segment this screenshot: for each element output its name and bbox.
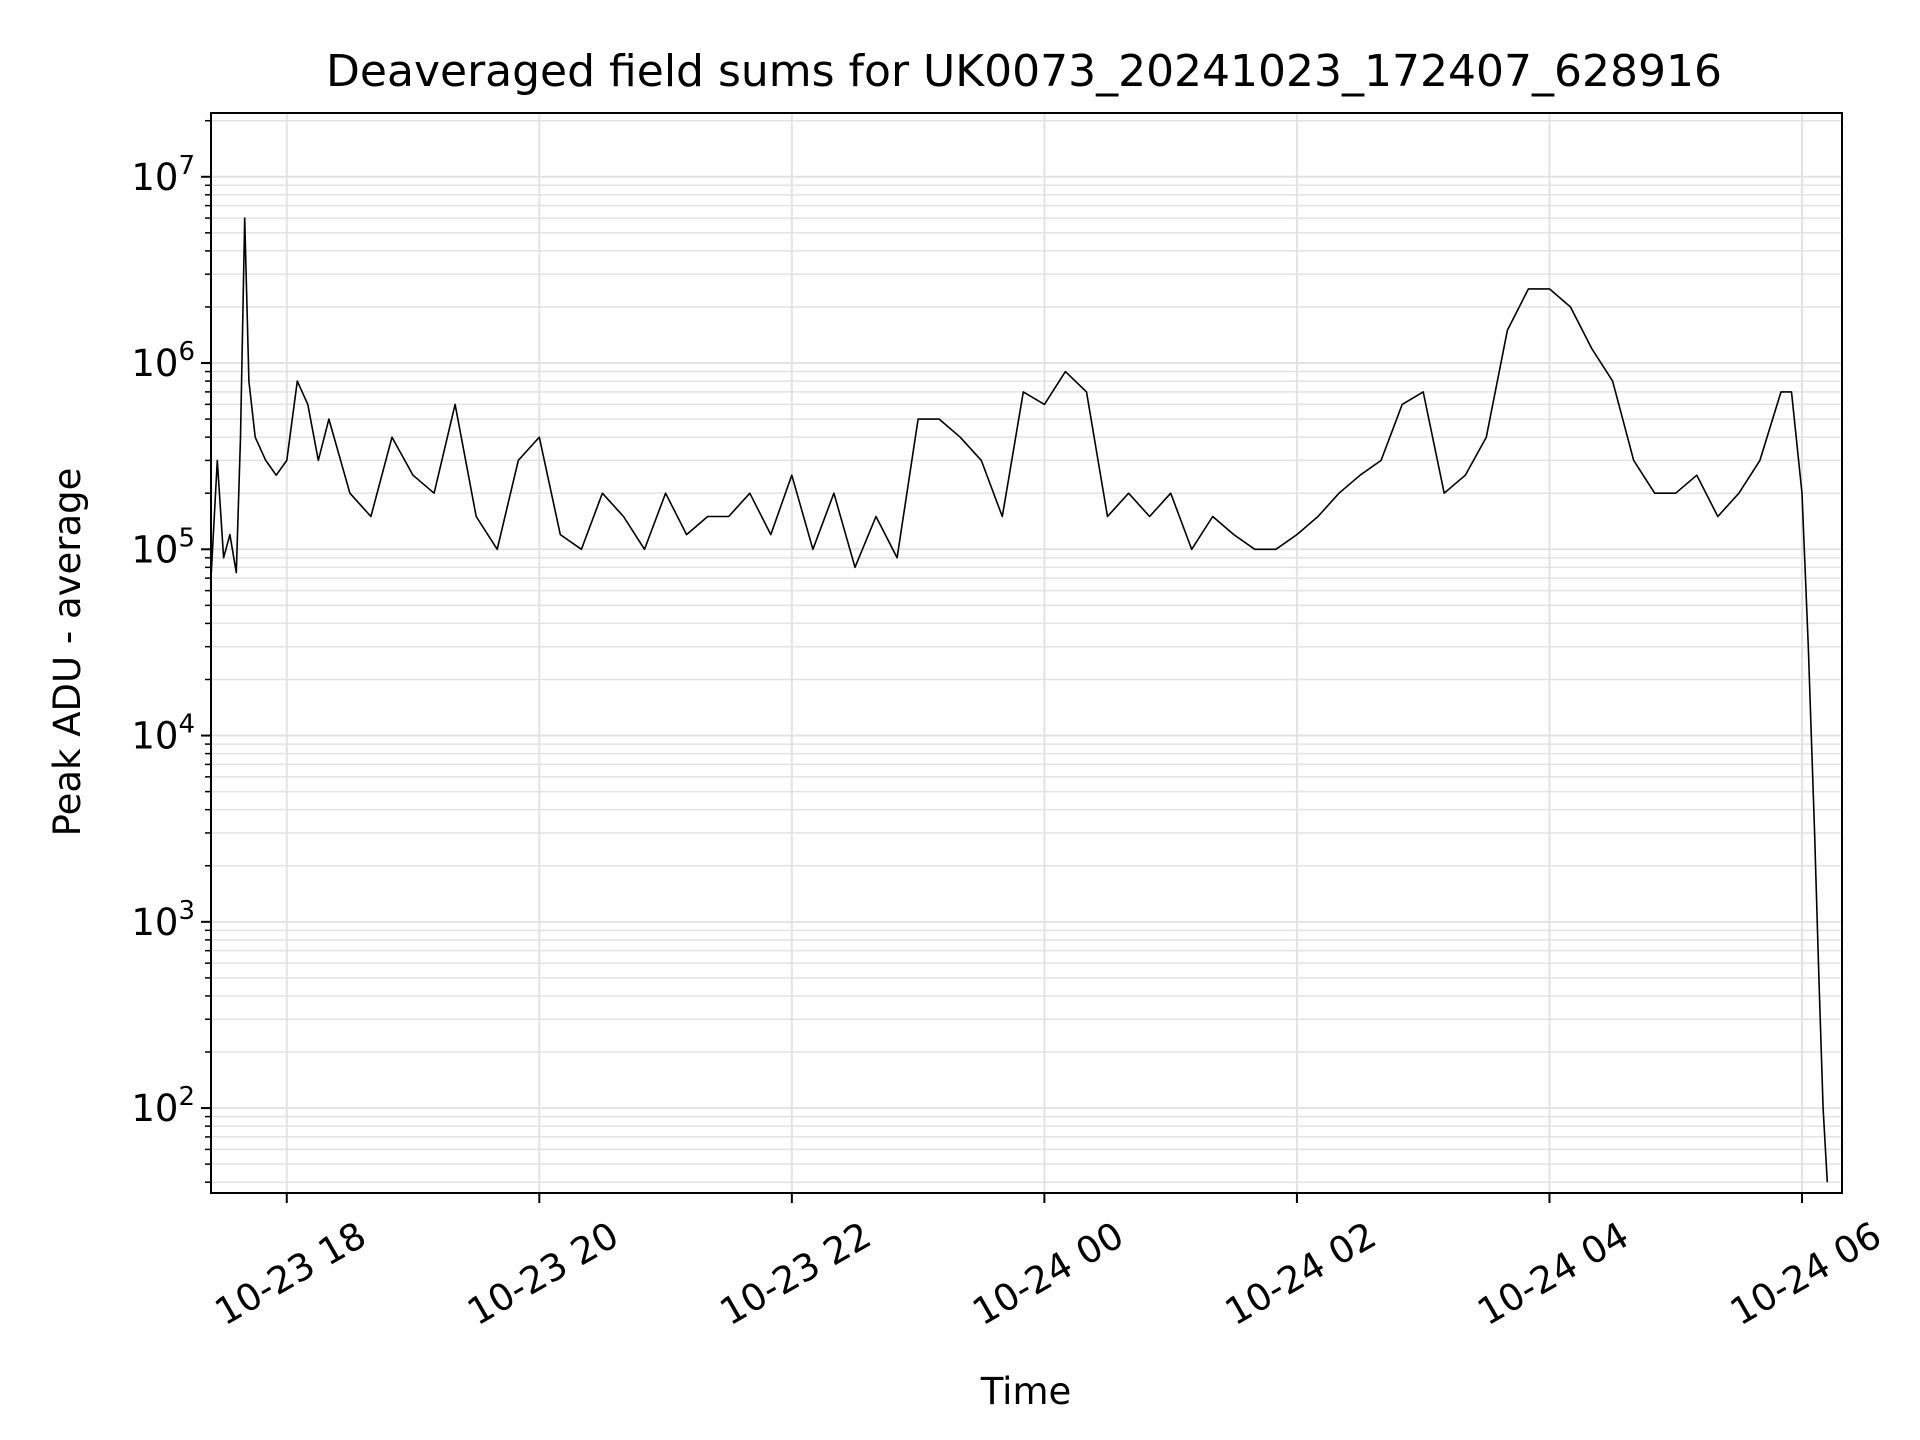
y-tick-label: 106	[131, 337, 195, 385]
chart-title: Deaveraged field sums for UK0073_2024102…	[326, 46, 1722, 97]
y-tick-label: 104	[131, 710, 195, 758]
y-tick-label: 105	[131, 523, 195, 571]
y-axis-label: Peak ADU - average	[46, 468, 89, 837]
x-axis-label: Time	[980, 1370, 1072, 1413]
y-tick-label: 107	[131, 151, 195, 199]
series-layer	[210, 217, 1829, 1183]
plot-frame	[210, 112, 1843, 1194]
series-line	[210, 217, 1829, 1183]
y-tick-label: 103	[131, 896, 195, 944]
y-tick-label: 102	[131, 1082, 195, 1130]
